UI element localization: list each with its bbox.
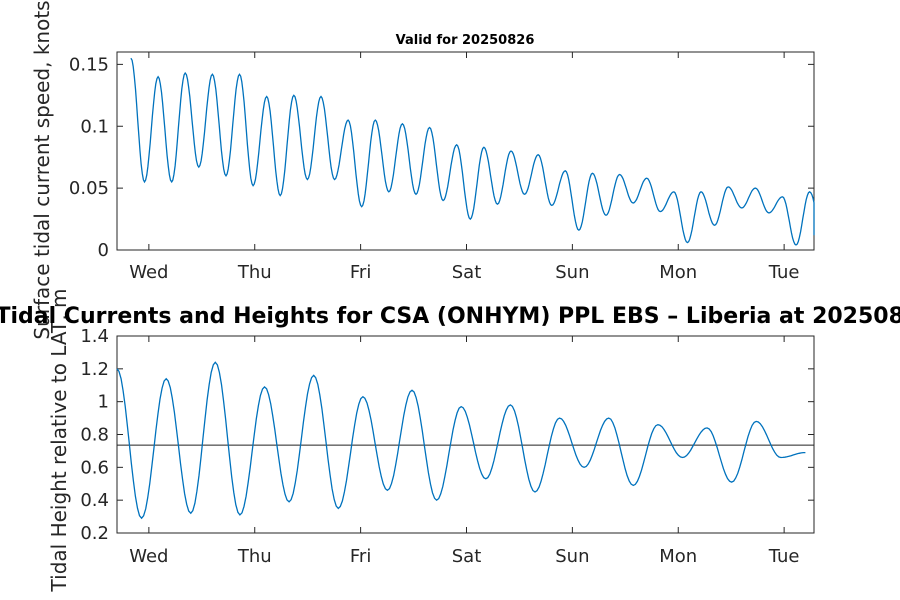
height-xtick-label: Sun <box>555 546 589 567</box>
current-ytick-label: 0.1 <box>80 116 109 137</box>
current-xtick-label: Mon <box>659 262 697 283</box>
height-ytick-label: 1.4 <box>80 326 109 347</box>
current-xtick-label: Thu <box>237 262 272 283</box>
current-speed-axis-title: Surface tidal current speed, knots <box>30 0 54 339</box>
height-ytick-label: 0.8 <box>80 425 109 446</box>
height-xtick-label: Tue <box>768 546 800 567</box>
current-xtick-label: Sun <box>555 262 589 283</box>
tidal-height-axis-title: Tidal Height relative to LAT, m <box>47 289 71 593</box>
height-xtick-label: Thu <box>237 546 272 567</box>
current-ytick-label: 0 <box>98 240 109 261</box>
current-ytick-label: 0.05 <box>69 178 109 199</box>
tidal-height-chart: 0.2 0.4 0.6 0.8 1 1.2 1.4 Wed Thu Fri Sat Sun Mon Tu… <box>80 326 815 567</box>
height-xtick-label: Fri <box>350 546 371 567</box>
height-xtick-label: Mon <box>659 546 697 567</box>
height-ytick-label: 0.6 <box>80 457 109 478</box>
height-ytick-label: 1 <box>98 392 109 413</box>
current-xtick-label: Sat <box>452 262 482 283</box>
tidal-height-plot-area <box>116 335 815 534</box>
tidal-height-series-line <box>116 361 806 520</box>
main-title: Tidal Currents and Heights for CSA (ONHY… <box>0 304 900 329</box>
current-speed-chart: Valid for 20250826 0 0.05 0.1 0.15 Wed Thu Fr… <box>69 33 815 283</box>
current-speed-series-line <box>130 57 815 246</box>
current-speed-plot-area <box>116 51 815 251</box>
height-ytick-label: 1.2 <box>80 359 109 380</box>
height-xtick-label: Sat <box>452 546 482 567</box>
current-xtick-label: Tue <box>768 262 800 283</box>
height-ytick-label: 0.2 <box>80 523 109 544</box>
current-xtick-label: Fri <box>350 262 371 283</box>
height-xtick-label: Wed <box>129 546 168 567</box>
current-ytick-label: 0.15 <box>69 54 109 75</box>
current-xtick-label: Wed <box>129 262 168 283</box>
height-ytick-label: 0.4 <box>80 490 109 511</box>
top-chart-title: Valid for 20250826 <box>396 33 535 48</box>
